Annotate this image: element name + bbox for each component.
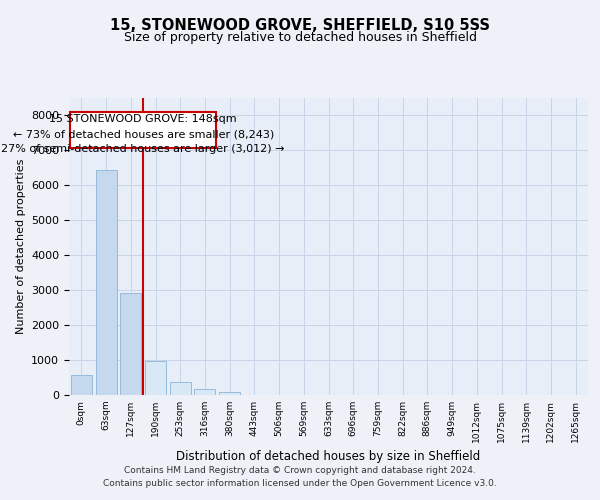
Text: Contains HM Land Registry data © Crown copyright and database right 2024.
Contai: Contains HM Land Registry data © Crown c… [103,466,497,487]
Text: 15, STONEWOOD GROVE, SHEFFIELD, S10 5SS: 15, STONEWOOD GROVE, SHEFFIELD, S10 5SS [110,18,490,32]
Bar [70,112,216,148]
Bar [145,360,166,395]
Bar [120,293,141,395]
Bar [71,376,92,395]
Text: 15 STONEWOOD GROVE: 148sqm
← 73% of detached houses are smaller (8,243)
27% of s: 15 STONEWOOD GROVE: 148sqm ← 73% of deta… [1,114,285,154]
Y-axis label: Number of detached properties: Number of detached properties [16,158,26,334]
Bar [194,389,215,395]
Bar [170,382,191,395]
Text: Size of property relative to detached houses in Sheffield: Size of property relative to detached ho… [124,31,476,44]
Bar [95,170,116,395]
X-axis label: Distribution of detached houses by size in Sheffield: Distribution of detached houses by size … [176,450,481,464]
Bar [219,392,240,395]
